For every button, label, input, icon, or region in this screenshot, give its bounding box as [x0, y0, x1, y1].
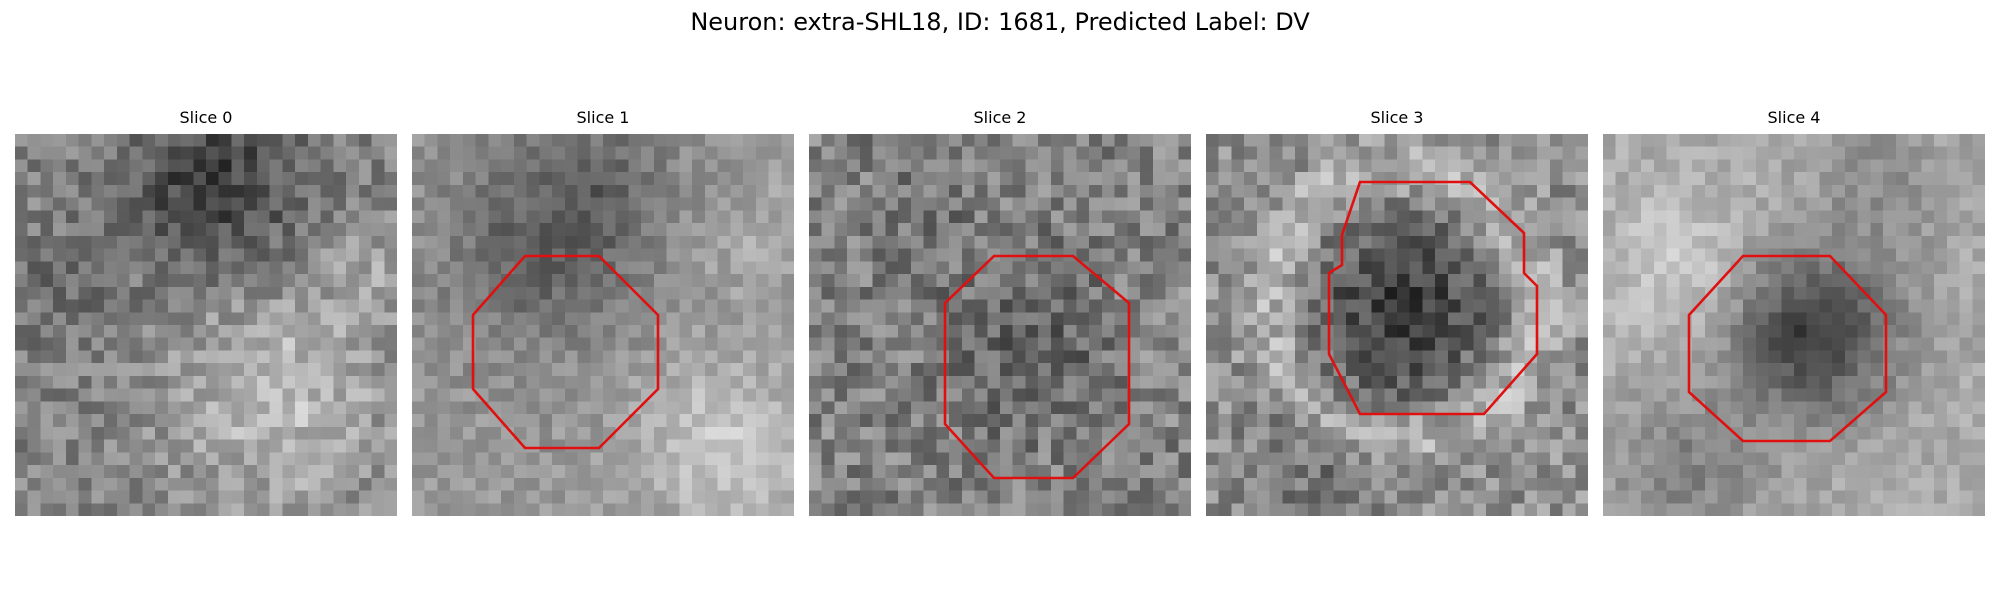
- slice-image: [1603, 134, 1985, 516]
- roi-octagon-outline: [1327, 180, 1539, 416]
- slice-title: Slice 0: [179, 108, 233, 127]
- roi-octagon-outline: [943, 254, 1131, 480]
- slice-panel-3: Slice 3: [1206, 108, 1588, 516]
- slice-panel-2: Slice 2: [809, 108, 1191, 516]
- slice-panel-0: Slice 0: [15, 108, 397, 516]
- grayscale-microscopy-image: [1206, 134, 1588, 516]
- roi-octagon-outline: [1687, 254, 1888, 443]
- grayscale-microscopy-image: [1603, 134, 1985, 516]
- grayscale-microscopy-image: [412, 134, 794, 516]
- roi-overlay: [1327, 180, 1539, 416]
- slice-image: [412, 134, 794, 516]
- roi-octagon-outline: [471, 254, 660, 450]
- slice-panel-4: Slice 4: [1603, 108, 1985, 516]
- roi-overlay: [471, 254, 660, 450]
- slice-image: [15, 134, 397, 516]
- grayscale-microscopy-image: [15, 134, 397, 516]
- slice-image: [809, 134, 1191, 516]
- slice-panel-1: Slice 1: [412, 108, 794, 516]
- slice-title: Slice 2: [973, 108, 1027, 127]
- slice-title: Slice 4: [1767, 108, 1821, 127]
- slice-title: Slice 1: [576, 108, 630, 127]
- figure-title: Neuron: extra-SHL18, ID: 1681, Predicted…: [690, 8, 1310, 36]
- roi-overlay: [943, 254, 1131, 480]
- slice-title: Slice 3: [1370, 108, 1424, 127]
- roi-overlay: [1687, 254, 1888, 443]
- slice-image: [1206, 134, 1588, 516]
- grayscale-microscopy-image: [809, 134, 1191, 516]
